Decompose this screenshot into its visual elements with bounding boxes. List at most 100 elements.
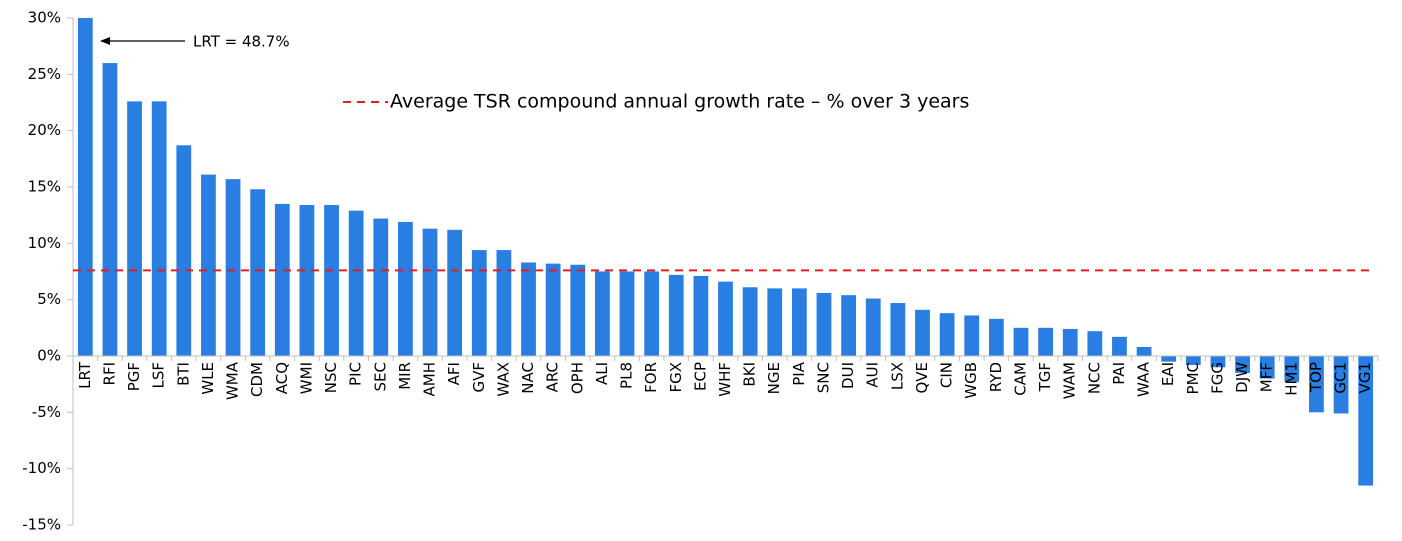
bar [1013,327,1029,356]
bar [1038,327,1053,356]
x-tick-label: WAX [494,362,512,397]
arrow-head [100,37,110,45]
bar [718,281,733,356]
x-tick-label: CAM [1011,362,1029,396]
x-tick-label: FGG [1208,362,1226,394]
x-tick-label: TGF [1036,362,1054,392]
x-tick-label: PL8 [618,362,636,389]
x-tick-label: EAI [1159,362,1177,386]
x-tick-label: CDM [248,362,266,397]
bar [1136,346,1152,356]
x-tick-label: MIR [396,362,414,390]
bar [496,250,512,356]
x-tick-label: CIN [938,362,956,388]
y-tick-label: 20% [28,121,61,139]
y-tick-label: 0% [37,347,61,365]
bar [988,318,1004,356]
bar [816,292,832,356]
x-tick-label: RFI [100,362,118,385]
x-tick-label: LSX [888,362,906,390]
x-tick-label: FGX [667,362,685,393]
x-tick-label: GC1 [1332,362,1350,394]
bar [964,315,980,356]
bar [324,205,339,356]
y-tick-label: 10% [28,234,61,252]
bar [225,179,241,356]
bar [865,298,881,356]
x-tick-label: VG1 [1356,362,1374,393]
bar [471,250,487,356]
bar [102,63,118,357]
x-tick-label: PIA [790,361,808,385]
y-tick-label: -10% [22,459,61,477]
bar [791,288,807,356]
annotation: LRT = 48.7% [193,33,290,51]
bar [299,205,315,356]
bar [742,287,758,356]
bar [668,274,684,356]
x-tick-label: WHF [716,362,734,397]
bar-group [77,18,1374,486]
x-tick-label: NCC [1085,362,1103,394]
x-tick-label: PIC [347,362,365,386]
x-tick-label: ECP [691,362,709,391]
x-tick-label: WMI [297,362,315,394]
bar [595,271,610,356]
bar [398,221,413,356]
x-tick-label: GVF [470,362,488,393]
bar [1062,328,1078,356]
bar [1309,356,1324,413]
legend-label: Average TSR compound annual growth rate … [390,91,969,113]
y-tick-label: 5% [37,290,61,308]
x-tick-label: WAM [1061,362,1079,399]
bar [570,264,586,356]
bar [1259,356,1275,379]
y-tick-label: 30% [28,9,61,27]
bar [767,288,783,356]
bar [422,228,438,356]
x-tick-label: RYD [987,362,1005,392]
x-tick-label: LSF [150,362,168,389]
bar [151,101,167,356]
x-tick-label: OPH [568,362,586,394]
x-tick-label: AFI [445,362,463,385]
bar [274,203,290,356]
bar [841,295,856,356]
bar [545,263,561,356]
bar [915,309,930,356]
bar [77,18,93,356]
x-tick-label: NAC [519,362,537,394]
x-tick-label: PGF [125,362,143,391]
x-tick-label: WGB [962,362,980,399]
x-tick-label: FOR [642,362,660,393]
x-tick-label: BTI [174,362,192,386]
bar [1210,356,1226,368]
x-tick-label: AUI [864,362,882,388]
bar [348,210,364,356]
x-tick-label: TOP [1307,362,1325,393]
x-tick-label: PAI [1110,362,1128,385]
x-tick-label: MFF [1258,362,1276,392]
bar [447,229,463,356]
x-tick-label: PMC [1184,362,1202,394]
bar [1161,356,1177,362]
x-tick-label: WLE [199,362,217,395]
bar [890,303,906,356]
bar [619,271,635,356]
x-tick-label: HM1 [1282,362,1300,396]
x-tick-label: WAA [1135,361,1153,397]
bar [250,189,266,356]
bar [1112,336,1127,356]
bar [521,262,536,356]
bar [176,145,192,356]
x-tick-label: NSC [322,362,340,393]
x-tick-label: DJW [1233,362,1251,393]
x-tick-label: QVE [913,362,931,394]
x-tick-label: AMH [421,362,439,396]
x-tick-label: ACQ [273,362,291,394]
x-tick-label: DUI [839,362,857,389]
bar [1333,356,1349,414]
x-tick-label: ALI [593,362,611,385]
x-tick-label: BKI [741,362,759,387]
